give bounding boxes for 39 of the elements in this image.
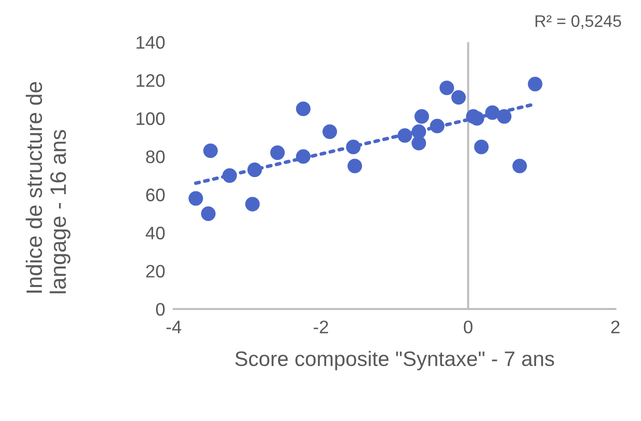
x-tick-label: -2: [314, 320, 328, 334]
y-tick-label: 120: [136, 74, 165, 87]
point: [346, 140, 361, 154]
point: [222, 168, 237, 183]
x-axis-title: Score composite "Syntaxe" - 7 ans: [235, 350, 554, 370]
point: [412, 136, 426, 150]
point: [296, 102, 311, 116]
point: [348, 158, 362, 174]
point: [398, 128, 412, 143]
point: [188, 191, 204, 206]
y-tick-label: 20: [146, 264, 165, 278]
x-tick-label: -4: [166, 320, 182, 334]
point: [203, 143, 218, 158]
text: R² = 0,5245: [536, 15, 622, 29]
point: [512, 158, 527, 174]
point: [470, 111, 484, 126]
point: [474, 140, 489, 154]
y-tick-label: 0: [156, 302, 165, 316]
point: [322, 124, 338, 139]
y-tick-label: 140: [136, 36, 165, 49]
point: [296, 149, 311, 164]
y-axis-title: Indice de structure de langage - 16 ans: [26, 82, 70, 294]
point: [414, 109, 430, 124]
point: [430, 118, 445, 134]
point: [247, 162, 262, 178]
point: [485, 105, 500, 120]
point: [496, 109, 512, 124]
point: [245, 196, 260, 212]
point: [201, 206, 216, 221]
y-tick-label: 40: [146, 226, 165, 240]
y-tick-label: 100: [136, 112, 165, 126]
y-tick-label: 80: [146, 150, 165, 164]
y-tick-label: 60: [146, 188, 165, 202]
point: [451, 90, 466, 105]
point: [270, 145, 285, 160]
point: [528, 76, 542, 92]
x-tick-label: 0: [464, 320, 472, 334]
x-tick-label: 2: [611, 320, 620, 334]
point: [440, 80, 454, 96]
